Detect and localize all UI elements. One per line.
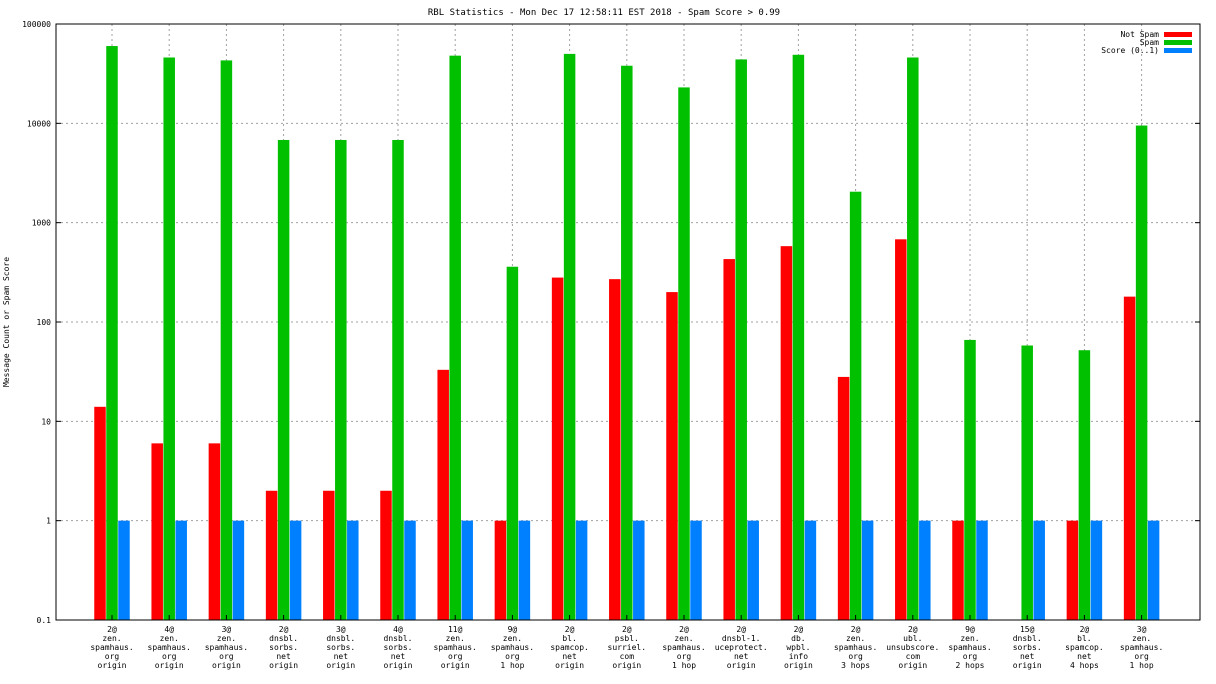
bar-score-0-1 bbox=[461, 520, 473, 620]
legend-swatch bbox=[1164, 32, 1192, 37]
bar-not-spam bbox=[837, 376, 850, 620]
bar-score-0-1 bbox=[404, 520, 416, 620]
x-category-label: 2@ zen. spamhaus. org 3 hops bbox=[834, 625, 877, 670]
bar-score-0-1 bbox=[747, 520, 759, 620]
bar-not-spam bbox=[666, 292, 678, 620]
bar-spam bbox=[849, 191, 862, 621]
x-category-label: 9@ zen. spamhaus. org 2 hops bbox=[948, 625, 991, 670]
bar-spam bbox=[449, 55, 461, 620]
bar-not-spam bbox=[494, 520, 507, 620]
y-ticks: 0.1 1 10 100 1000 10000 100000 bbox=[22, 20, 1200, 625]
bar-spam bbox=[1135, 125, 1148, 621]
bar-score-0-1 bbox=[118, 520, 130, 620]
x-category-label: 9@ zen. spamhaus. org 1 hop bbox=[491, 625, 534, 670]
x-category-label: 2@ zen. spamhaus. org origin bbox=[90, 625, 133, 670]
x-category-label: 4@ dnsbl. sorbs. net origin bbox=[384, 625, 413, 670]
bar-not-spam bbox=[1066, 520, 1079, 620]
bar-score-0-1 bbox=[1147, 520, 1160, 620]
bar-score-0-1 bbox=[633, 520, 645, 620]
bar-spam bbox=[907, 57, 919, 620]
bar-score-0-1 bbox=[861, 520, 874, 620]
x-category-label: 11@ zen. spamhaus. org origin bbox=[434, 625, 477, 670]
bar-spam bbox=[964, 339, 976, 620]
bar-not-spam bbox=[151, 443, 163, 620]
bar-score-0-1 bbox=[1090, 520, 1103, 620]
x-categories: 2@ zen. spamhaus. org origin 4@ zen. spamhaus. o… bbox=[90, 625, 1163, 670]
bar-score-0-1 bbox=[804, 520, 817, 620]
bar-score-0-1 bbox=[976, 520, 988, 620]
bar-spam bbox=[220, 60, 233, 620]
bar-not-spam bbox=[780, 246, 793, 621]
x-category-label: 2@ psbl. surriel. com origin bbox=[608, 625, 647, 670]
bar-score-0-1 bbox=[690, 520, 702, 620]
legend-label: Spam bbox=[1140, 38, 1159, 47]
plot-frame bbox=[55, 23, 1201, 621]
x-category-label: 2@ dnsbl. sorbs. net origin bbox=[269, 625, 298, 670]
x-category-label: 15@ dnsbl. sorbs. net origin bbox=[1013, 625, 1042, 670]
x-category-label: 2@ db. wpbl. info origin bbox=[784, 625, 813, 670]
bar-spam bbox=[163, 57, 175, 620]
bar-spam bbox=[506, 266, 519, 620]
bar-not-spam bbox=[208, 443, 221, 620]
bar-spam bbox=[392, 139, 404, 621]
legend-swatch bbox=[1164, 40, 1192, 45]
bar-spam bbox=[678, 87, 690, 620]
bar-not-spam bbox=[952, 520, 964, 620]
bar-score-0-1 bbox=[919, 520, 931, 620]
y-tick-label: 1000 bbox=[32, 219, 51, 228]
legend-label: Score (0..1) bbox=[1101, 46, 1159, 55]
bar-score-0-1 bbox=[575, 520, 588, 620]
bar-not-spam bbox=[895, 239, 907, 620]
bar-spam bbox=[735, 59, 747, 620]
bar-score-0-1 bbox=[232, 520, 245, 620]
bar-spam bbox=[1021, 345, 1033, 620]
bar-not-spam bbox=[265, 490, 278, 620]
x-category-label: 2@ zen. spamhaus. org 1 hop bbox=[662, 625, 705, 670]
bar-score-0-1 bbox=[347, 520, 359, 620]
bar-not-spam bbox=[1123, 296, 1136, 620]
bar-score-0-1 bbox=[1033, 520, 1045, 620]
y-tick-label: 10 bbox=[41, 417, 51, 426]
bar-not-spam bbox=[323, 490, 335, 620]
bar-spam bbox=[277, 139, 290, 621]
bar-not-spam bbox=[609, 279, 621, 620]
bar-spam bbox=[621, 65, 633, 620]
x-category-label: 2@ dnsbl-1. uceprotect. net origin bbox=[715, 625, 768, 670]
legend-swatch bbox=[1164, 48, 1192, 53]
y-tick-label: 0.1 bbox=[37, 616, 52, 625]
x-category-label: 2@ ubl. unsubscore. com origin bbox=[886, 625, 939, 670]
bar-spam bbox=[1078, 350, 1091, 620]
chart-title: RBL Statistics - Mon Dec 17 12:58:11 EST… bbox=[428, 8, 780, 18]
x-category-label: 2@ bl. spamcop. net origin bbox=[550, 625, 589, 670]
bar-not-spam bbox=[437, 369, 449, 620]
bar-not-spam bbox=[380, 490, 392, 620]
bars bbox=[94, 46, 1160, 621]
y-axis-label: Message Count or Spam Score bbox=[2, 257, 11, 387]
bar-score-0-1 bbox=[289, 520, 302, 620]
bar-score-0-1 bbox=[175, 520, 187, 620]
x-category-label: 3@ dnsbl. sorbs. net origin bbox=[326, 625, 355, 670]
bar-score-0-1 bbox=[518, 520, 531, 620]
x-category-label: 2@ bl. spamcop. net 4 hops bbox=[1065, 625, 1104, 670]
y-tick-label: 1 bbox=[46, 517, 51, 526]
bar-spam bbox=[106, 46, 118, 620]
bar-not-spam bbox=[94, 406, 106, 620]
x-category-label: 3@ zen. spamhaus. org origin bbox=[205, 625, 248, 670]
bar-spam bbox=[792, 54, 805, 620]
x-category-label: 4@ zen. spamhaus. org origin bbox=[148, 625, 191, 670]
bar-not-spam bbox=[551, 277, 564, 620]
x-category-label: 3@ zen. spamhaus. org 1 hop bbox=[1120, 625, 1163, 670]
bar-spam bbox=[335, 139, 347, 621]
y-tick-label: 100000 bbox=[22, 20, 51, 29]
bar-not-spam bbox=[723, 259, 735, 620]
y-tick-label: 10000 bbox=[27, 119, 51, 128]
y-tick-label: 100 bbox=[37, 318, 52, 327]
legend-label: Not Spam bbox=[1120, 30, 1159, 39]
bar-spam bbox=[563, 53, 576, 620]
